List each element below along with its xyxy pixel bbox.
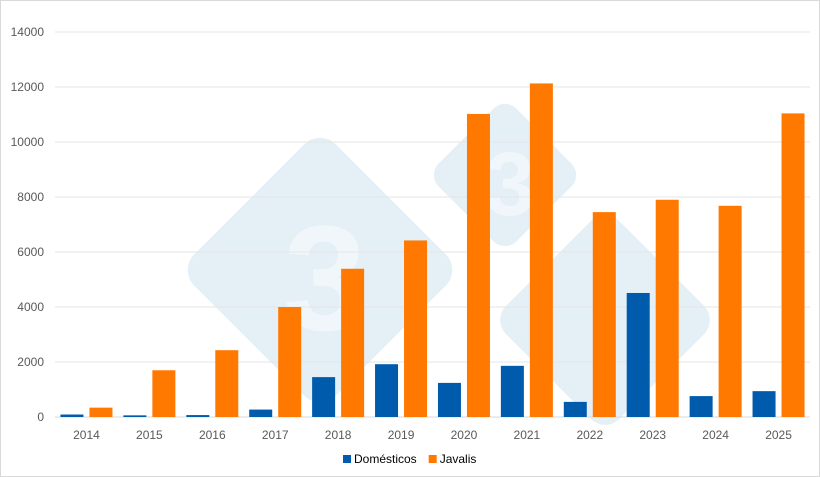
- bar-domesticos-2022: [563, 401, 587, 417]
- bar-javalis-2020: [466, 113, 490, 417]
- bar-domesticos-2014: [60, 414, 84, 417]
- x-tick-label: 2024: [702, 428, 729, 442]
- bar-domesticos-2020: [437, 382, 461, 417]
- bar-domesticos-2021: [500, 365, 524, 417]
- legend-swatch: [343, 455, 351, 463]
- y-tick-label: 4000: [17, 300, 44, 314]
- y-tick-label: 12000: [11, 80, 45, 94]
- bar-domesticos-2017: [249, 409, 273, 417]
- bar-javalis-2023: [655, 199, 679, 417]
- watermark-logo: 3: [485, 135, 535, 235]
- x-tick-label: 2014: [73, 428, 100, 442]
- x-tick-label: 2023: [639, 428, 666, 442]
- bar-domesticos-2015: [123, 415, 147, 417]
- x-tick-label: 2018: [325, 428, 352, 442]
- bar-javalis-2025: [781, 113, 805, 418]
- x-tick-label: 2016: [199, 428, 226, 442]
- y-tick-label: 6000: [17, 245, 44, 259]
- legend-label: Javalis: [440, 452, 477, 466]
- bar-domesticos-2025: [752, 391, 776, 417]
- bar-javalis-2014: [89, 407, 113, 417]
- bar-javalis-2024: [718, 205, 742, 417]
- bar-javalis-2022: [592, 212, 616, 417]
- y-tick-label: 2000: [17, 355, 44, 369]
- bar-javalis-2016: [215, 350, 239, 417]
- y-tick-label: 10000: [11, 135, 45, 149]
- bar-javalis-2018: [341, 268, 365, 417]
- bar-javalis-2017: [278, 307, 302, 417]
- legend-label: Domésticos: [354, 452, 417, 466]
- x-tick-label: 2015: [136, 428, 163, 442]
- y-tick-label: 8000: [17, 190, 44, 204]
- x-tick-label: 2017: [262, 428, 289, 442]
- x-tick-label: 2021: [514, 428, 541, 442]
- y-tick-label: 0: [37, 410, 44, 424]
- bar-domesticos-2016: [186, 415, 210, 417]
- bar-javalis-2019: [404, 240, 428, 417]
- x-tick-label: 2022: [576, 428, 603, 442]
- x-tick-label: 2019: [388, 428, 415, 442]
- bar-javalis-2021: [529, 83, 553, 418]
- y-tick-label: 14000: [11, 25, 45, 39]
- bar-domesticos-2023: [626, 292, 650, 417]
- x-tick-label: 2025: [765, 428, 792, 442]
- bar-domesticos-2024: [689, 396, 713, 417]
- bar-domesticos-2018: [312, 377, 336, 417]
- legend-swatch: [428, 455, 437, 463]
- x-tick-label: 2020: [451, 428, 478, 442]
- bar-javalis-2015: [152, 370, 176, 417]
- bar-domesticos-2019: [375, 364, 399, 417]
